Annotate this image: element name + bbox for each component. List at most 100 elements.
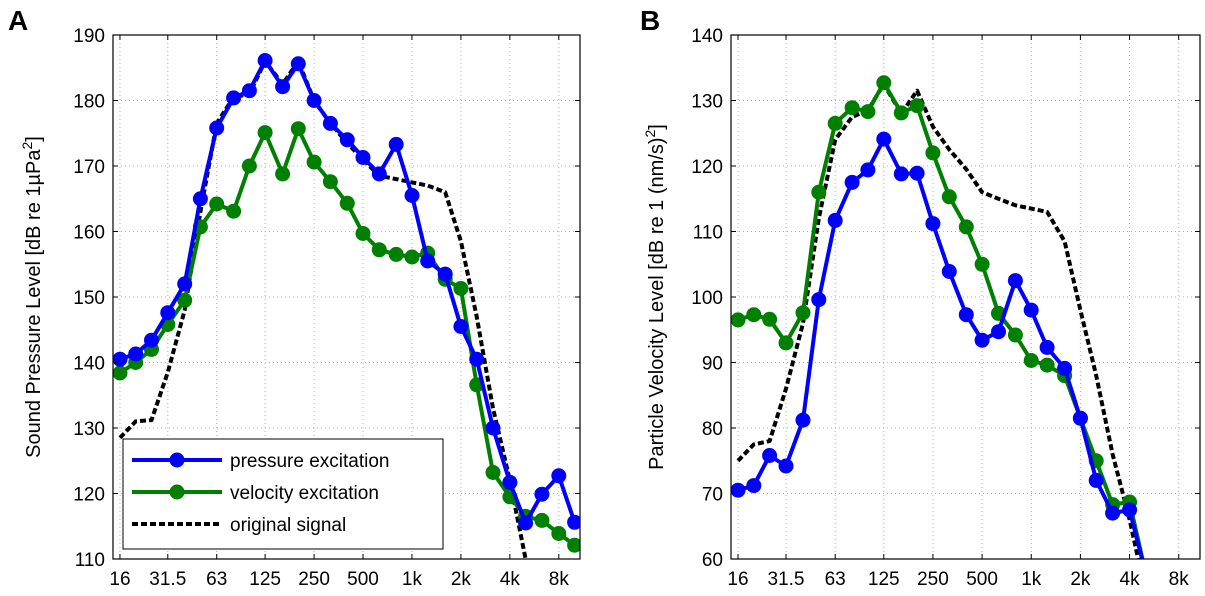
data-point: [113, 351, 128, 367]
legend-marker-velocity: [169, 484, 185, 500]
data-point: [306, 93, 322, 108]
data-point: [1007, 327, 1023, 343]
x-tick-label: 250: [917, 569, 949, 590]
data-point: [1088, 472, 1104, 488]
panel-letter-b: B: [640, 5, 660, 36]
data-point: [893, 105, 909, 121]
data-point: [731, 482, 746, 498]
data-point: [192, 191, 208, 207]
data-point: [567, 537, 580, 553]
data-point: [876, 131, 892, 147]
data-point: [257, 125, 273, 141]
data-point: [306, 154, 322, 170]
legend-marker-pressure: [169, 452, 185, 468]
x-tick-label: 2k: [1070, 569, 1091, 590]
data-point: [1072, 410, 1088, 426]
panel-b: B 60 70 80 90 100 110 120 130 140 16 31.5 63 125 250…: [640, 5, 1201, 590]
data-point: [502, 474, 518, 490]
y-tick-label: 90: [702, 354, 723, 375]
data-point: [241, 158, 257, 174]
x-tick-label: 4k: [500, 569, 521, 590]
y-tick-label: 170: [73, 157, 105, 178]
data-point: [404, 249, 420, 265]
data-point: [860, 162, 876, 178]
data-point: [731, 312, 746, 328]
data-point: [469, 351, 485, 367]
x-tick-label: 250: [298, 569, 330, 590]
data-point: [485, 420, 501, 436]
data-point: [226, 90, 242, 106]
data-point: [388, 246, 404, 262]
data-point: [485, 465, 501, 480]
data-point: [388, 136, 404, 152]
data-point: [778, 458, 794, 474]
series-group: [113, 53, 580, 531]
data-point: [128, 346, 144, 362]
data-point: [958, 219, 974, 235]
series-group: [736, 82, 1141, 559]
legend-entry-pressure: pressure excitation: [230, 451, 389, 472]
data-point: [177, 292, 193, 308]
data-point: [420, 253, 436, 269]
data-point: [1122, 502, 1138, 518]
series-group: [731, 131, 1153, 580]
data-point: [795, 305, 811, 321]
series-a: [113, 53, 580, 559]
data-point: [844, 100, 860, 116]
x-tick-label: 4k: [1120, 569, 1141, 590]
series-b: [731, 75, 1153, 580]
data-point: [113, 365, 128, 381]
data-point: [257, 53, 273, 68]
data-point: [746, 307, 762, 323]
data-point: [209, 120, 225, 136]
data-point: [974, 256, 990, 272]
y-tick-label: 80: [702, 419, 723, 440]
y-tick-label: 120: [73, 485, 105, 506]
data-point: [762, 448, 778, 463]
data-point: [355, 226, 371, 241]
data-point: [1138, 565, 1153, 580]
data-point: [893, 166, 909, 182]
data-point: [144, 332, 159, 348]
data-point: [209, 196, 225, 212]
panel-letter-a: A: [8, 5, 28, 36]
y-ticks-a: 110 120 130 140 150 160 170 180 190: [73, 26, 580, 571]
y-ticks-b: 60 70 80 90 100 110 120 130 140: [691, 26, 1200, 571]
x-tick-label: 31.5: [768, 569, 805, 590]
data-point: [371, 242, 387, 258]
y-tick-label: 110: [693, 223, 723, 244]
data-point: [1007, 273, 1023, 289]
data-point: [1039, 357, 1055, 373]
data-point: [551, 526, 567, 541]
data-point: [909, 165, 925, 181]
data-point: [275, 79, 291, 95]
y-tick-label: 60: [702, 550, 723, 571]
data-point: [518, 515, 534, 531]
data-point: [876, 75, 892, 91]
data-point: [567, 514, 580, 530]
x-tick-label: 63: [206, 569, 227, 590]
y-tick-label: 100: [691, 288, 723, 309]
data-point: [534, 512, 550, 528]
x-tick-label: 63: [825, 569, 846, 590]
x-ticks-a: 16 31.5 63 125 250 500 1k 2k 4k 8k: [109, 35, 569, 590]
data-point: [1138, 565, 1153, 580]
x-tick-label: 500: [347, 569, 379, 590]
data-point: [355, 150, 371, 165]
y-tick-label: 140: [691, 26, 723, 47]
data-point: [177, 276, 193, 292]
y-tick-label: 120: [691, 157, 723, 178]
data-point: [778, 335, 794, 351]
x-ticks-b: 16 31.5 63 125 250 500 1k 2k 4k 8k: [727, 35, 1189, 590]
series-line-pressure: [737, 137, 1145, 559]
x-tick-label: 1k: [1021, 569, 1042, 590]
data-point: [1039, 339, 1055, 355]
legend: pressure excitation velocity excitation …: [122, 438, 444, 550]
data-point: [827, 115, 843, 131]
y-tick-label: 130: [691, 92, 723, 113]
data-point: [339, 132, 355, 148]
data-point: [1023, 353, 1039, 368]
x-tick-label: 500: [966, 569, 998, 590]
data-point: [322, 115, 338, 131]
